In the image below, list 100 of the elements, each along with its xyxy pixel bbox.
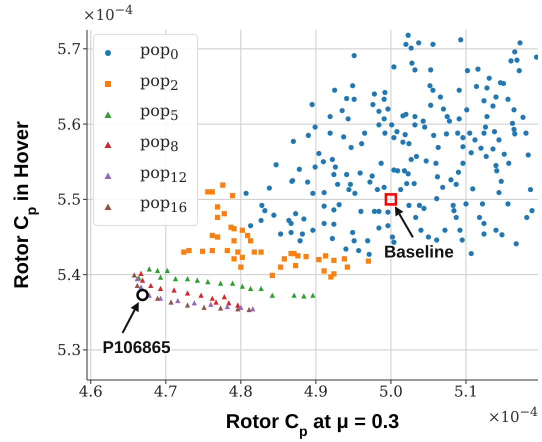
x-tick-label: 4.9: [304, 382, 328, 401]
point: [184, 302, 190, 308]
point: [316, 256, 322, 262]
point: [138, 270, 144, 276]
point: [218, 305, 224, 311]
point: [230, 192, 236, 198]
point: [384, 193, 398, 206]
point: [134, 282, 140, 288]
annotation: P106865: [102, 338, 171, 357]
point: [201, 304, 207, 310]
text: ×10$^{−4}$: [488, 404, 538, 426]
point: [323, 253, 328, 258]
point: [181, 249, 186, 255]
text: ×10$^{−4}$: [83, 2, 134, 24]
point: [158, 274, 164, 280]
y-tick-label: 5.7: [57, 40, 81, 58]
y-tick-label: 5.6: [57, 115, 81, 134]
x-tick-label: 5.0: [378, 382, 403, 401]
point: [198, 292, 204, 298]
point: [292, 292, 297, 298]
point: [258, 249, 264, 255]
point: [164, 268, 170, 273]
x-tick-label: 4.6: [78, 382, 103, 401]
point: [218, 280, 224, 286]
x-tick-label: 4.8: [228, 382, 253, 401]
point: [210, 189, 215, 194]
legend-label: pop$_{8}$: [140, 131, 179, 158]
annotation: Baseline: [384, 242, 454, 262]
point: [140, 278, 146, 283]
point: [171, 287, 177, 293]
point: [304, 254, 309, 260]
point: [301, 293, 306, 299]
point: [154, 296, 160, 301]
point: [184, 276, 190, 282]
y-tick-label: 5.3: [57, 341, 81, 360]
point: [226, 300, 232, 306]
point: [154, 268, 160, 273]
point: [344, 264, 350, 270]
point: [220, 182, 226, 188]
point: [293, 262, 298, 268]
point: [224, 304, 230, 310]
point: [250, 306, 256, 312]
legend-label: pop$_{2}$: [140, 70, 179, 96]
legend-label: pop$_{16}$: [140, 192, 188, 219]
point: [136, 288, 149, 302]
x-tick-label: 4.7: [154, 382, 178, 401]
point: [214, 204, 220, 210]
point: [270, 272, 275, 278]
point: [146, 266, 152, 272]
point: [213, 299, 219, 305]
point: [310, 292, 316, 298]
point: [192, 300, 197, 306]
point: [194, 278, 200, 283]
point: [240, 228, 245, 233]
point: [186, 248, 192, 254]
point: [235, 249, 240, 255]
point: [240, 284, 245, 289]
legend-label: pop$_{5}$: [140, 100, 179, 127]
point: [214, 214, 220, 220]
point: [258, 286, 264, 292]
point: [205, 189, 210, 194]
point: [210, 232, 215, 238]
point: [248, 238, 254, 244]
point: [235, 302, 240, 308]
point: [184, 290, 190, 296]
point: [158, 286, 164, 292]
point: [210, 248, 215, 254]
point: [235, 306, 240, 312]
point: [322, 268, 327, 274]
point: [231, 226, 237, 232]
point: [222, 211, 227, 216]
point: [328, 274, 334, 280]
point: [240, 254, 245, 260]
point: [342, 256, 347, 262]
point: [230, 280, 236, 286]
y-tick-label: 5.5: [57, 190, 81, 209]
point: [222, 294, 227, 300]
point: [175, 298, 180, 304]
point: [278, 264, 284, 270]
point: [168, 299, 174, 305]
point: [224, 248, 230, 254]
point: [248, 286, 254, 292]
point: [292, 250, 297, 256]
point: [148, 282, 154, 288]
point: [205, 279, 210, 284]
point: [214, 234, 220, 240]
point: [331, 258, 336, 263]
point: [244, 232, 250, 238]
point: [231, 238, 237, 244]
legend-label: pop$_{12}$: [140, 162, 188, 188]
point: [252, 249, 257, 255]
point: [282, 256, 287, 262]
point: [200, 248, 206, 254]
point: [208, 302, 214, 307]
point: [238, 264, 244, 270]
point: [270, 292, 275, 298]
y-tick-label: 5.4: [57, 266, 81, 284]
point: [172, 276, 178, 282]
x-axis-title: Rotor C$_{p}$ at μ = 0.3: [226, 411, 400, 439]
point: [246, 306, 252, 312]
